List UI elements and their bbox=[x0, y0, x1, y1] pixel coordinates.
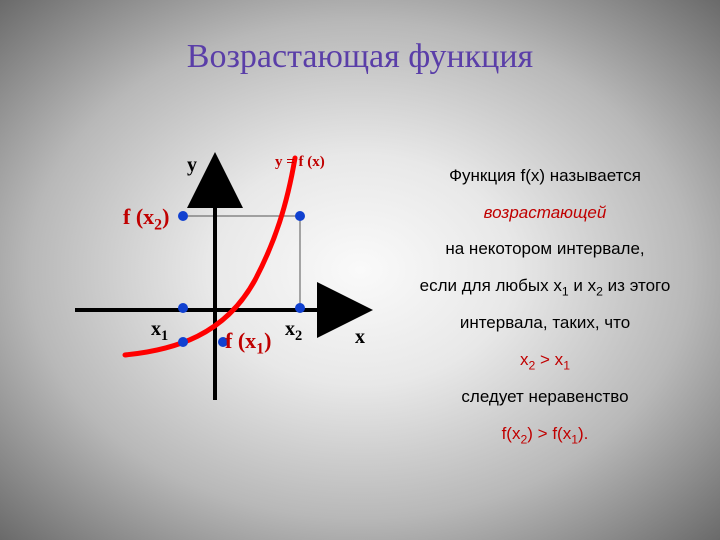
definition-line-6: следует неравенство bbox=[380, 382, 710, 413]
slide-title: Возрастающая функция bbox=[0, 38, 720, 76]
fx2-label: f (x2) bbox=[123, 204, 169, 234]
graph-svg bbox=[55, 150, 375, 410]
axis-label-y: y bbox=[187, 154, 197, 177]
definition-line-3: если для любых х1 и х2 из этого bbox=[380, 271, 710, 302]
definition-line-7: f(х2) > f(х1). bbox=[380, 419, 710, 450]
definition-block: Функция f(x) называется возрастающей на не… bbox=[380, 155, 710, 456]
definition-line-4: интервала, таких, что bbox=[380, 308, 710, 339]
definition-line-0: Функция f(x) называется bbox=[380, 161, 710, 192]
curve-label: y = f (x) bbox=[275, 154, 325, 171]
x1-label: x1 bbox=[151, 318, 168, 345]
graph-container: x y y = f (x) x1 x2 f (x1) f (x2) bbox=[55, 150, 375, 410]
definition-line-1: возрастающей bbox=[380, 198, 710, 229]
axis-label-x: x bbox=[355, 326, 365, 349]
fx1-label: f (x1) bbox=[225, 328, 271, 358]
x2-label: x2 bbox=[285, 318, 302, 345]
definition-line-5: х2 > х1 bbox=[380, 345, 710, 376]
definition-line-2: на некотором интервале, bbox=[380, 234, 710, 265]
